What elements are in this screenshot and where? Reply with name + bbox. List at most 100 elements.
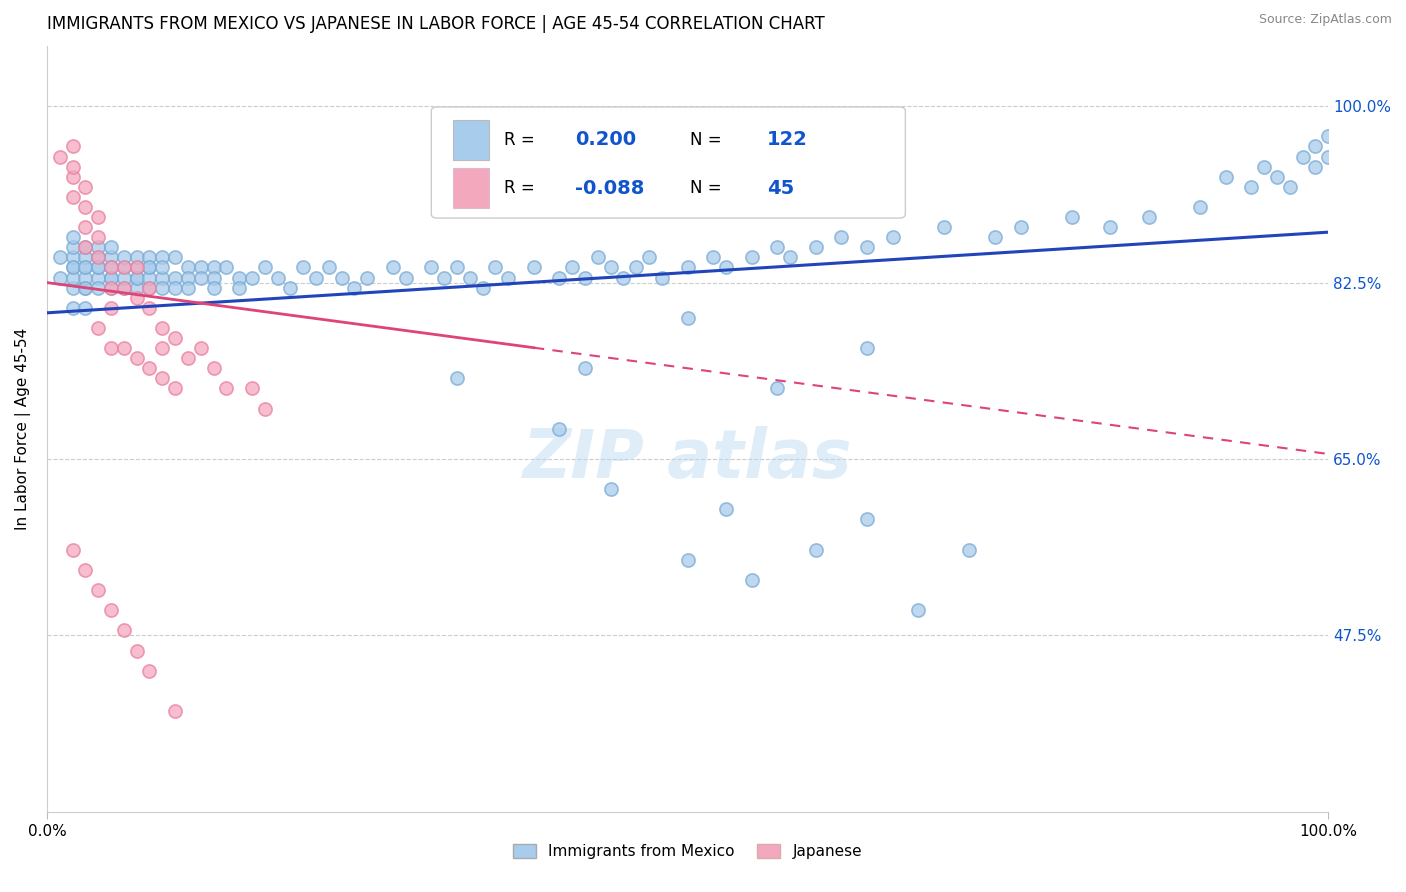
Point — [177, 351, 200, 366]
Point — [75, 260, 97, 275]
Point — [62, 251, 84, 265]
Point — [190, 270, 212, 285]
Point — [87, 240, 110, 254]
Point — [202, 361, 225, 376]
Point — [253, 401, 276, 416]
Point — [215, 381, 238, 395]
Point — [779, 251, 801, 265]
Point — [330, 270, 353, 285]
Point — [138, 664, 160, 678]
Point — [1265, 169, 1288, 184]
Point — [49, 270, 72, 285]
Point — [1189, 200, 1212, 214]
Text: R =: R = — [505, 179, 540, 197]
Point — [62, 240, 84, 254]
Point — [266, 270, 288, 285]
Point — [177, 260, 200, 275]
Point — [62, 542, 84, 557]
Point — [100, 260, 122, 275]
Point — [62, 230, 84, 244]
Point — [318, 260, 340, 275]
Point — [150, 260, 173, 275]
Point — [87, 210, 110, 224]
Point — [190, 341, 212, 355]
Point — [676, 260, 699, 275]
Point — [830, 230, 852, 244]
Point — [177, 280, 200, 294]
Point — [420, 260, 443, 275]
Point — [138, 260, 160, 275]
Point — [87, 251, 110, 265]
Point — [856, 512, 879, 526]
Point — [100, 270, 122, 285]
Point — [75, 240, 97, 254]
Point — [62, 169, 84, 184]
Point — [100, 240, 122, 254]
Point — [75, 220, 97, 235]
Point — [177, 270, 200, 285]
Point — [87, 321, 110, 335]
Legend: Immigrants from Mexico, Japanese: Immigrants from Mexico, Japanese — [506, 838, 869, 865]
Text: N =: N = — [690, 131, 727, 149]
Point — [100, 270, 122, 285]
Bar — [453, 120, 489, 160]
Point — [741, 251, 763, 265]
Point — [599, 260, 621, 275]
Point — [240, 381, 263, 395]
Point — [228, 270, 250, 285]
Point — [1278, 179, 1301, 194]
Point — [62, 139, 84, 153]
Point — [138, 251, 160, 265]
Point — [433, 270, 456, 285]
Point — [804, 542, 827, 557]
Point — [292, 260, 315, 275]
Point — [676, 310, 699, 325]
Point — [125, 251, 148, 265]
Point — [75, 270, 97, 285]
Point — [741, 573, 763, 587]
Point — [586, 251, 609, 265]
Point — [150, 270, 173, 285]
Point — [112, 251, 135, 265]
Point — [1099, 220, 1122, 235]
Point — [112, 280, 135, 294]
Point — [1291, 150, 1313, 164]
Point — [1137, 210, 1160, 224]
Point — [49, 251, 72, 265]
Point — [484, 260, 506, 275]
Point — [100, 260, 122, 275]
Point — [100, 301, 122, 315]
Point — [202, 280, 225, 294]
Point — [165, 251, 187, 265]
Point — [75, 563, 97, 577]
Point — [75, 240, 97, 254]
Point — [112, 280, 135, 294]
Point — [523, 260, 546, 275]
Point — [1317, 150, 1340, 164]
Point — [87, 260, 110, 275]
Point — [1240, 179, 1263, 194]
Point — [957, 542, 980, 557]
Point — [856, 240, 879, 254]
Text: 45: 45 — [768, 179, 794, 198]
Point — [202, 270, 225, 285]
Point — [100, 280, 122, 294]
Point — [1010, 220, 1032, 235]
Point — [599, 482, 621, 496]
Point — [125, 291, 148, 305]
Point — [62, 280, 84, 294]
Text: ZIP atlas: ZIP atlas — [523, 426, 852, 492]
Point — [471, 280, 494, 294]
Text: 0.200: 0.200 — [575, 130, 636, 149]
Point — [75, 301, 97, 315]
Point — [253, 260, 276, 275]
Point — [165, 704, 187, 718]
Point — [215, 260, 238, 275]
Point — [138, 301, 160, 315]
Point — [240, 270, 263, 285]
Point — [150, 341, 173, 355]
FancyBboxPatch shape — [432, 107, 905, 218]
Point — [446, 371, 468, 385]
Point — [138, 260, 160, 275]
Point — [1060, 210, 1083, 224]
